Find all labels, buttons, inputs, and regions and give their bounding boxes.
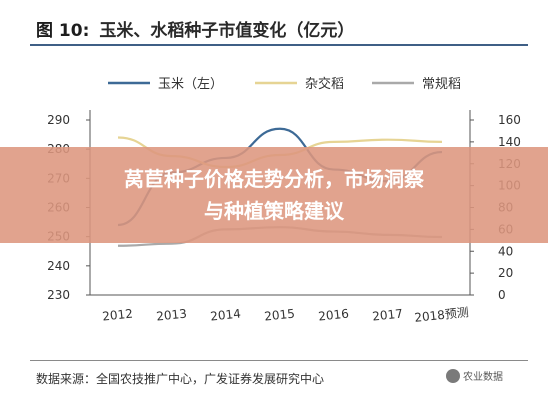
headline-line-1: 莴苣种子价格走势分析，市场洞察 (124, 167, 424, 191)
y-right-tick-label: 0 (498, 288, 506, 302)
x-tick-label: 2013 (156, 306, 188, 323)
legend-label-2: 杂交稻 (305, 76, 344, 92)
figure-title: 玉米、水稻种子市值变化（亿元） (99, 21, 355, 41)
watermark: 农业数据 (446, 368, 503, 383)
headline-line-2: 与种植策略建议 (204, 199, 344, 223)
x-tick-label: 2012 (102, 306, 134, 323)
y-right-tick-label: 140 (498, 135, 521, 149)
y-right-tick-label: 40 (498, 244, 513, 258)
data-source: 数据来源：全国农技推广中心，广发证券发展研究中心 (36, 372, 325, 386)
y-left-tick-label: 230 (47, 288, 70, 302)
chart-title: 图 10: 玉米、水稻种子市值变化（亿元） (36, 16, 354, 41)
legend-label-3: 常规稻 (422, 77, 461, 92)
legend-label-1: 玉米（左） (158, 77, 223, 92)
wechat-icon (446, 368, 460, 383)
y-left-tick-label: 290 (47, 113, 70, 127)
figure-number: 图 10: (36, 21, 90, 41)
watermark-text: 农业数据 (463, 372, 503, 383)
footer-divider (30, 360, 528, 361)
x-tick-label: 2015 (264, 306, 296, 323)
y-right-tick-label: 20 (498, 266, 513, 280)
x-tick-label: 2017 (372, 306, 404, 323)
headline-banner: 莴苣种子价格走势分析，市场洞察 与种植策略建议 (0, 147, 548, 243)
y-left-tick-label: 240 (47, 259, 70, 273)
y-right-tick-label: 160 (498, 113, 521, 127)
x-tick-label: 2016 (318, 306, 350, 323)
x-tick-label: 2018预测 (414, 305, 470, 325)
title-divider (30, 44, 528, 46)
headline-text: 莴苣种子价格走势分析，市场洞察 与种植策略建议 (14, 163, 534, 227)
x-tick-label: 2014 (210, 306, 242, 323)
